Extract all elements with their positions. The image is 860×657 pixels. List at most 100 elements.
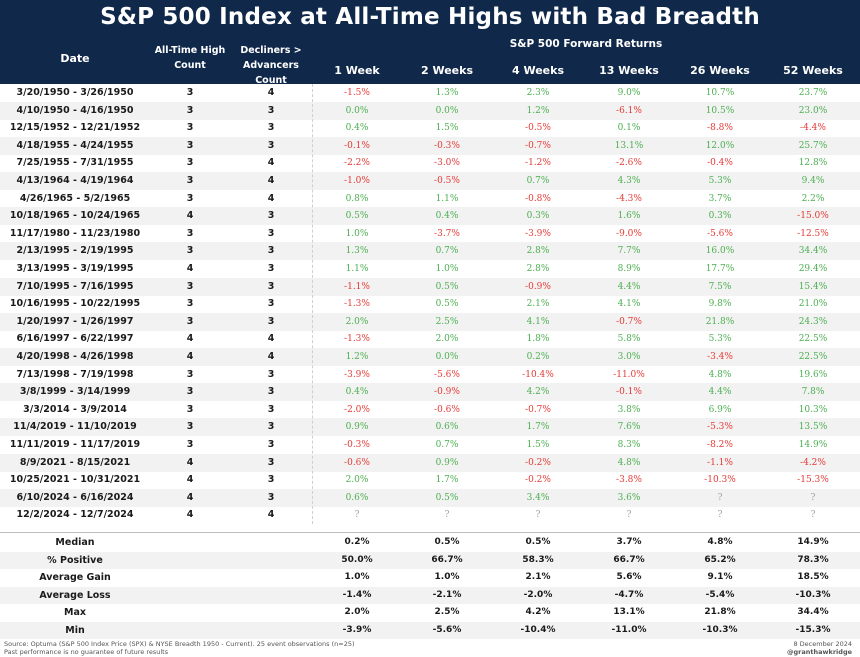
row-return-4: 10.7% (705, 88, 735, 98)
summary-value-1: -5.6% (432, 624, 462, 635)
row-return-5: 29.4% (798, 264, 828, 274)
table-row: 12/2/2024 - 12/7/2024 4 4?????? (0, 506, 860, 524)
row-date: 7/10/1995 - 7/16/1995 (16, 280, 134, 292)
row-return-2: -0.5% (525, 123, 551, 134)
row-return-1: 1.7% (435, 475, 459, 486)
row-return-5: 7.8% (801, 387, 825, 398)
summary-value-5: 78.3% (797, 554, 829, 565)
row-return-3: -0.7% (616, 316, 642, 327)
row-ath-count: 4 (186, 263, 194, 274)
row-return-4: 0.3% (708, 211, 732, 222)
row-date: 3/8/1999 - 3/14/1999 (19, 386, 131, 398)
summary-value-0: -1.4% (342, 589, 372, 600)
row-return-4: ? (717, 492, 723, 503)
header-return-4: 26 Weeks (690, 64, 750, 77)
table-row: 6/10/2024 - 6/16/2024 4 3 0.6% 0.5% 3.4% 3.6%?… (0, 488, 860, 507)
row-ath-count: 3 (186, 104, 194, 116)
row-date: 3/3/2014 - 3/9/2014 (23, 403, 127, 415)
row-ath-count: 4 (186, 491, 194, 503)
row-return-5: -15.0% (797, 211, 829, 222)
row-return-1: 0.6% (435, 422, 459, 433)
row-ath-count: 4 (186, 509, 194, 521)
row-return-3: 4.4% (617, 281, 641, 292)
row-return-0: -1.3% (344, 299, 370, 310)
row-return-2: 2.8% (526, 246, 550, 257)
summary-value-2: 2.1% (525, 572, 551, 582)
row-return-5: 25.7% (798, 140, 828, 151)
table-row: 7/13/1998 - 7/19/1998 3 3 -3.9% -5.6% -10.4% -… (0, 366, 860, 384)
row-decliners-count: 3 (267, 104, 275, 116)
row-date: 12/15/1952 - 12/21/1952 (9, 122, 141, 134)
row-return-5: ? (810, 492, 816, 503)
row-return-0: 0.4% (345, 387, 369, 398)
summary-value-3: 66.7% (613, 554, 645, 565)
table-row: 11/11/2019 - 11/17/2019 3 3 -0.3% 0.7% 1.5% 8.… (0, 436, 860, 454)
row-return-1: 1.0% (435, 264, 459, 274)
summary-value-3: 5.6% (616, 572, 642, 582)
row-return-5: -4.4% (800, 123, 826, 134)
row-return-4: 3.7% (708, 193, 732, 204)
row-return-4: 6.9% (708, 404, 732, 415)
row-date: 12/2/2024 - 12/7/2024 (16, 509, 134, 521)
row-return-5: -15.3% (797, 475, 829, 486)
row-return-3: 4.3% (617, 176, 641, 186)
row-return-1: 2.5% (435, 316, 459, 327)
summary-value-5: 14.9% (797, 537, 829, 547)
row-return-2: 3.4% (526, 492, 550, 503)
row-return-5: 23.7% (798, 88, 828, 98)
row-return-5: 24.3% (798, 316, 828, 327)
disclaimer: Past performance is no guarantee of futu… (4, 648, 169, 656)
row-return-3: 8.9% (617, 264, 641, 274)
header-forward-returns: S&P 500 Forward Returns (509, 38, 663, 50)
summary-value-1: 0.5% (434, 537, 460, 547)
table-row: 4/18/1955 - 4/24/1955 3 3 -0.1% -0.3% -0.7% 13… (0, 136, 860, 155)
row-decliners-count: 4 (267, 351, 275, 362)
row-return-4: -5.6% (707, 228, 733, 239)
header-return-0: 1 Week (334, 64, 380, 77)
summary-value-1: 1.0% (434, 572, 460, 582)
row-return-5: 21.0% (798, 299, 828, 310)
table-row: 4/20/1998 - 4/26/1998 4 4 1.2% 0.0% 0.2% 3.0% -… (0, 348, 860, 366)
row-return-5: 23.0% (798, 105, 828, 116)
summary-row: Average Gain 1.0% 1.0% 2.1% 5.6% 9.1% 18.5% (0, 569, 860, 587)
row-return-3: 3.8% (617, 404, 641, 415)
row-return-4: 4.8% (708, 369, 732, 380)
row-return-0: -2.2% (344, 158, 370, 169)
row-return-2: -1.2% (525, 158, 551, 169)
row-return-2: 2.1% (526, 299, 550, 310)
summary-label: Average Gain (39, 572, 111, 583)
row-return-0: 1.3% (345, 246, 369, 257)
row-return-2: 0.2% (526, 352, 550, 362)
row-return-2: 0.3% (526, 211, 550, 222)
summary-value-5: -15.3% (795, 624, 831, 635)
table-row: 12/15/1952 - 12/21/1952 3 3 0.4% 1.5% -0.5% 0.… (0, 119, 860, 137)
row-return-0: -0.6% (344, 457, 370, 468)
row-decliners-count: 3 (267, 368, 275, 380)
row-return-5: 22.5% (798, 334, 828, 345)
row-return-4: 21.8% (705, 316, 735, 327)
summary-value-1: 66.7% (431, 554, 463, 565)
header-ath-count: All-Time High Count (154, 45, 226, 71)
page-title: S&P 500 Index at All-Time Highs with Bad… (100, 4, 760, 30)
row-return-4: -3.4% (707, 352, 733, 362)
row-decliners-count: 3 (267, 421, 275, 433)
row-return-5: ? (810, 510, 816, 521)
row-return-0: 2.0% (345, 316, 369, 327)
row-return-3: 4.8% (617, 457, 641, 468)
table-row: 3/13/1995 - 3/19/1995 4 3 1.1% 1.0% 2.8% 8.9% 1… (0, 260, 860, 278)
row-return-3: 0.1% (617, 123, 641, 134)
row-return-0: 0.6% (345, 492, 369, 503)
summary-value-2: -10.4% (520, 624, 556, 635)
row-return-0: -0.1% (344, 140, 370, 151)
row-date: 6/10/2024 - 6/16/2024 (16, 491, 134, 503)
table-row: 2/13/1995 - 2/19/1995 3 3 1.3% 0.7% 2.8% 7.7% 1… (0, 242, 860, 261)
row-decliners-count: 3 (267, 227, 275, 239)
row-decliners-count: 3 (267, 491, 275, 503)
row-return-1: -5.6% (434, 369, 460, 380)
table-row: 4/10/1950 - 4/16/1950 3 3 0.0% 0.0% 1.2% -6.1%… (0, 101, 860, 120)
summary-value-1: -2.1% (432, 589, 462, 600)
summary-value-4: -10.3% (702, 624, 738, 635)
row-date: 7/25/1955 - 7/31/1955 (16, 157, 134, 169)
row-return-5: 15.4% (798, 281, 828, 292)
row-date: 11/11/2019 - 11/17/2019 (9, 439, 141, 450)
